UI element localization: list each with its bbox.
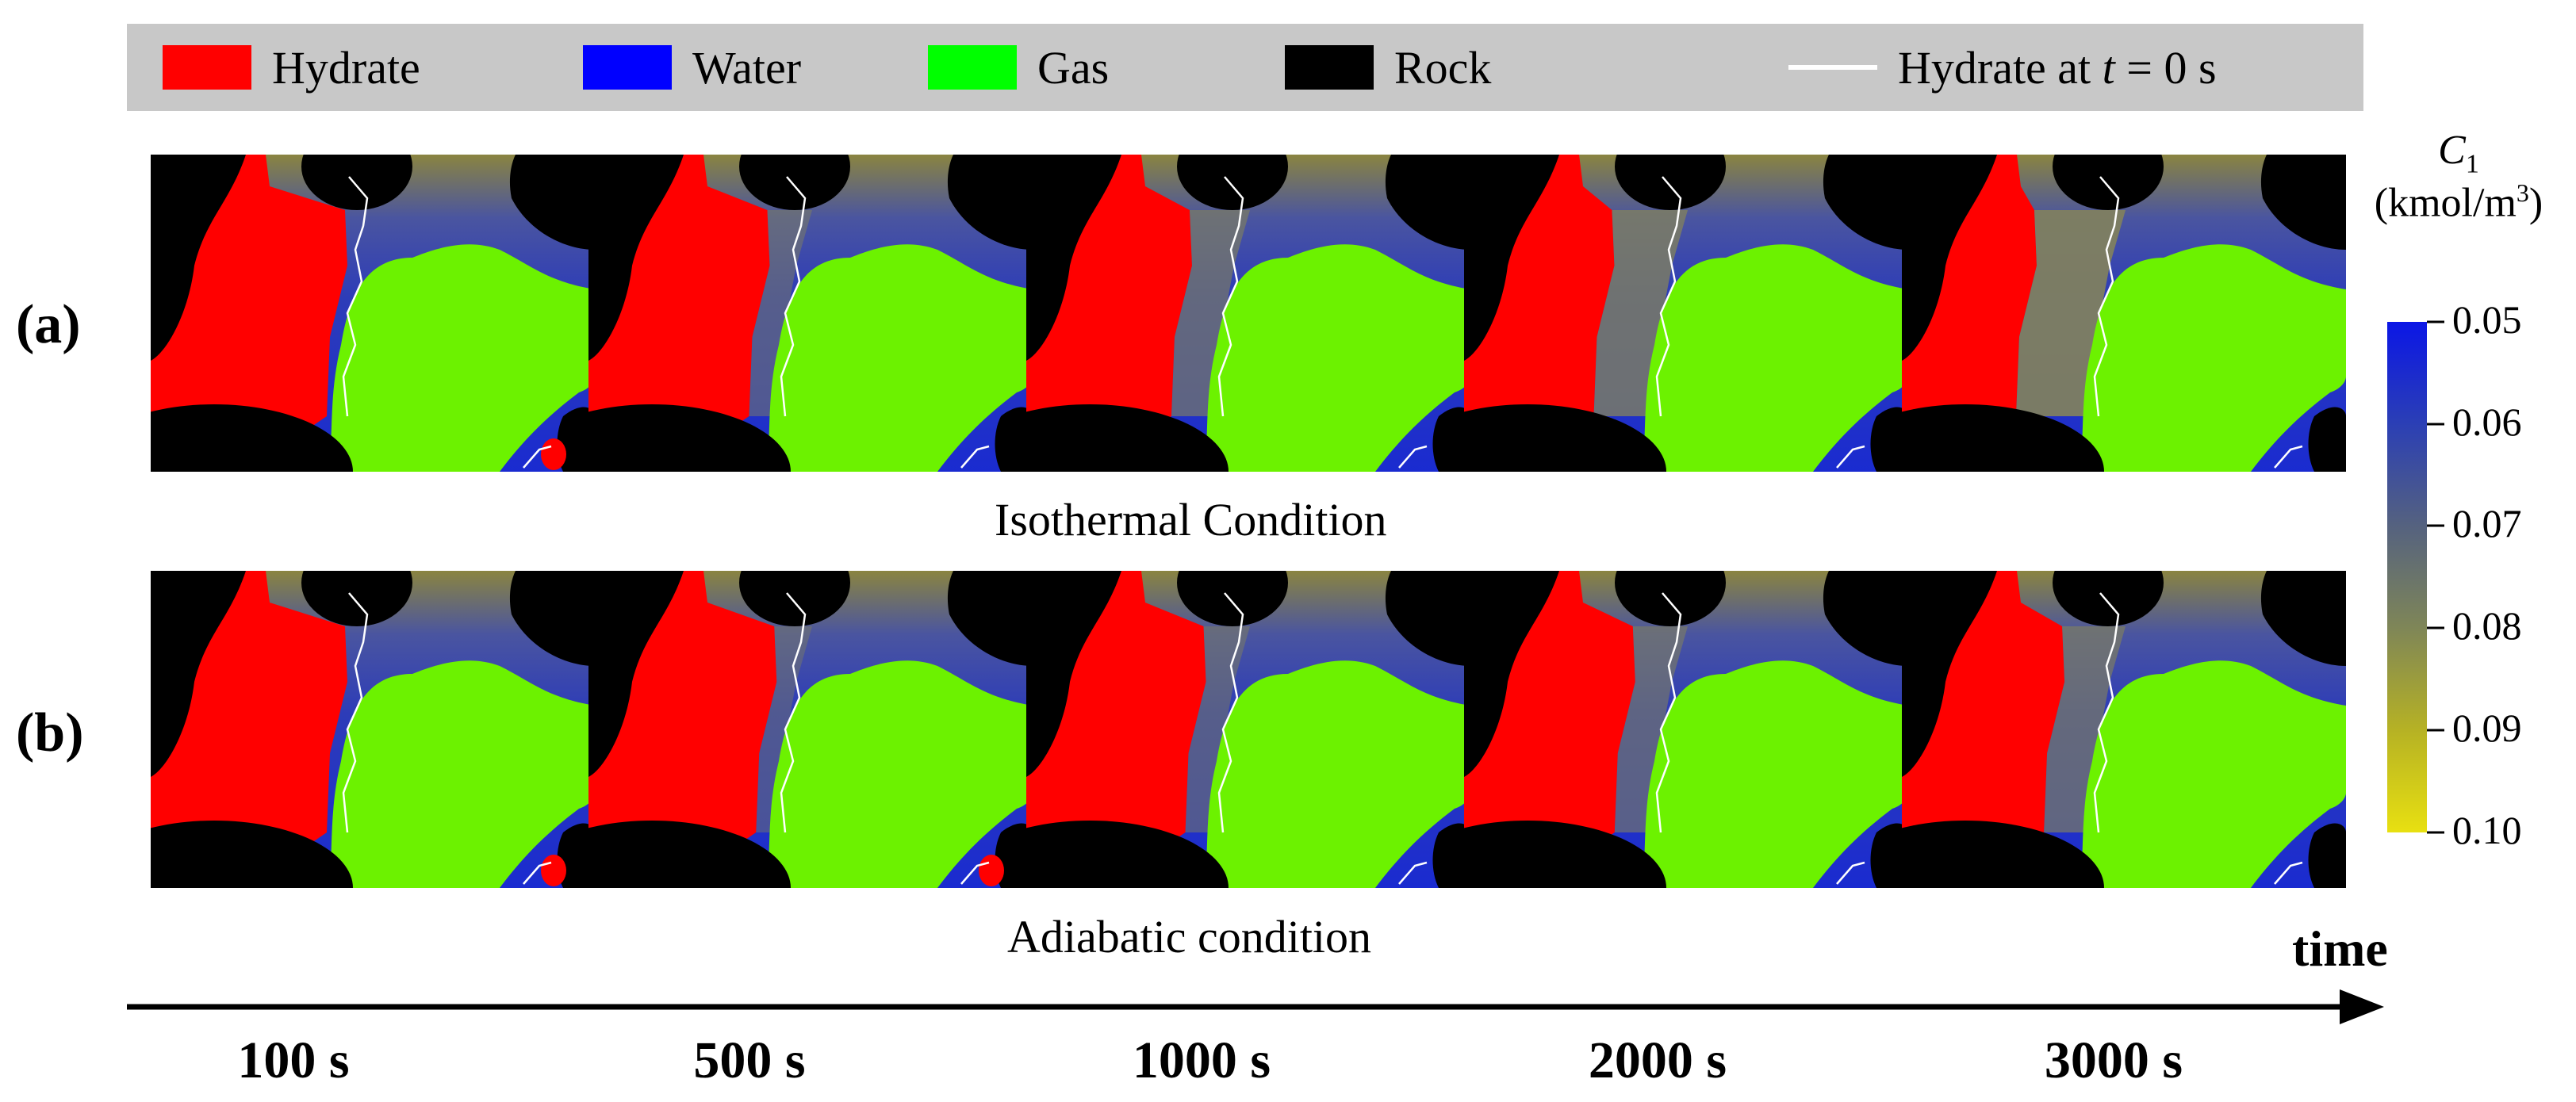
legend-item-rock: Rock — [1285, 24, 1491, 111]
snapshot-panel — [1026, 155, 1470, 472]
gas-swatch — [928, 45, 1017, 90]
legend-label-initial-hydrate: Hydrate at t = 0 s — [1898, 41, 2217, 94]
colorbar-symbol: C1 — [2438, 128, 2479, 179]
snapshot-panel — [588, 571, 1033, 888]
condition-label-isothermal: Isothermal Condition — [995, 494, 1387, 545]
colorbar-ticks — [2427, 320, 2444, 834]
colorbar-tick-0: 0.05 — [2452, 297, 2522, 342]
colorbar-tick-1: 0.06 — [2452, 400, 2522, 444]
legend-label-water: Water — [692, 41, 802, 94]
rock-swatch — [1285, 45, 1374, 90]
snapshot-panel — [1902, 571, 2346, 888]
colorbar-unit: (kmol/m3) — [2374, 178, 2543, 226]
colorbar-tick-5: 0.10 — [2452, 808, 2522, 852]
snapshot-panel — [151, 571, 595, 888]
time-axis-label: time — [2292, 920, 2388, 977]
snapshot-panel — [1026, 571, 1470, 888]
colorbar — [2387, 322, 2427, 832]
colorbar-tick-4: 0.09 — [2452, 706, 2522, 750]
snapshot-panel — [588, 155, 1033, 472]
row-label-b: (b) — [16, 702, 84, 763]
legend-label-gas: Gas — [1037, 41, 1110, 94]
snapshot-panel — [151, 155, 595, 472]
colorbar-tick-3: 0.08 — [2452, 603, 2522, 648]
time-tick-3000: 3000 s — [2044, 1031, 2183, 1089]
legend-item-hydrate: Hydrate — [163, 24, 420, 111]
time-arrow — [127, 989, 2384, 1024]
time-tick-2000: 2000 s — [1588, 1031, 1727, 1089]
legend-item-gas: Gas — [928, 24, 1109, 111]
hydrate-swatch — [163, 45, 251, 90]
time-tick-100: 100 s — [237, 1031, 350, 1089]
legend-item-initial-hydrate: Hydrate at t = 0 s — [1788, 24, 2217, 111]
water-swatch — [583, 45, 672, 90]
condition-label-adiabatic: Adiabatic condition — [1007, 911, 1372, 962]
snapshot-panel — [1902, 155, 2346, 472]
snapshot-panel — [1464, 155, 1908, 472]
snapshot-panel — [1464, 571, 1908, 888]
time-tick-1000: 1000 s — [1132, 1031, 1271, 1089]
row-label-a: (a) — [16, 294, 81, 355]
initial-hydrate-line-swatch — [1788, 65, 1877, 70]
legend-bar: Hydrate Water Gas Rock Hydrate at t = 0 … — [127, 24, 2363, 111]
time-tick-500: 500 s — [693, 1031, 806, 1089]
legend-item-water: Water — [583, 24, 801, 111]
colorbar-tick-2: 0.07 — [2452, 501, 2522, 545]
legend-label-hydrate: Hydrate — [272, 41, 420, 94]
legend-label-rock: Rock — [1394, 41, 1492, 94]
